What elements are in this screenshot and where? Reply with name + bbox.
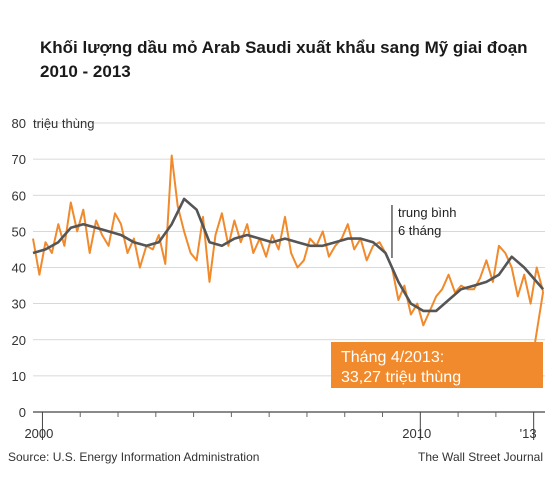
x-tick-label: 2010 [402, 426, 431, 441]
average-label-text: 6 tháng [398, 223, 441, 238]
y-unit-label: triệu thùng [33, 116, 94, 131]
y-tick-label: 60 [12, 188, 26, 203]
y-tick-label: 10 [12, 369, 26, 384]
series-lines [32, 154, 545, 327]
annotations: trung bình 6 tháng Tháng 4/2013: 33,27 triệ… [331, 205, 545, 388]
callout-box [331, 342, 543, 388]
y-tick-label: 40 [12, 261, 26, 276]
series-line-average [32, 197, 545, 313]
x-tick-label: '13 [520, 426, 537, 441]
y-tick-label: 50 [12, 224, 26, 239]
callout-text: 33,27 triệu thùng [341, 369, 461, 386]
x-axis-ticks: 2000 2010 '13 [24, 412, 537, 441]
callout-text: Tháng 4/2013: [341, 349, 444, 366]
source-note: Source: U.S. Energy Information Administ… [8, 450, 260, 464]
average-label-text: trung bình [398, 205, 457, 220]
x-tick-label: 2000 [24, 426, 53, 441]
y-tick-label: 20 [12, 333, 26, 348]
y-axis-ticks: 0 10 20 30 40 50 60 70 80 triệu thùng [12, 116, 95, 420]
callout-pointer [534, 291, 545, 343]
series-line-monthly [32, 154, 545, 327]
chart-title: Khối lượng dầu mỏ Arab Saudi xuất khẩu s… [40, 38, 528, 81]
publisher-credit: The Wall Street Journal [418, 450, 543, 464]
y-tick-label: 30 [12, 297, 26, 312]
y-tick-label: 70 [12, 152, 26, 167]
y-tick-label: 80 [12, 116, 26, 131]
y-tick-label: 0 [19, 405, 26, 420]
